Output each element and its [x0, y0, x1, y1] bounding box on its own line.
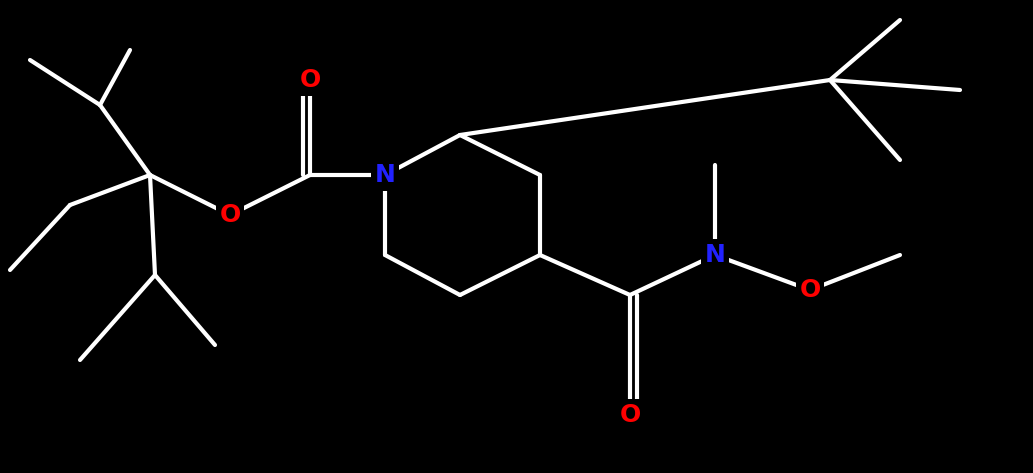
Text: O: O	[219, 203, 241, 227]
Text: O: O	[300, 68, 320, 92]
Text: N: N	[375, 163, 396, 187]
Text: O: O	[800, 278, 820, 302]
Text: N: N	[705, 243, 725, 267]
Text: O: O	[620, 403, 640, 427]
